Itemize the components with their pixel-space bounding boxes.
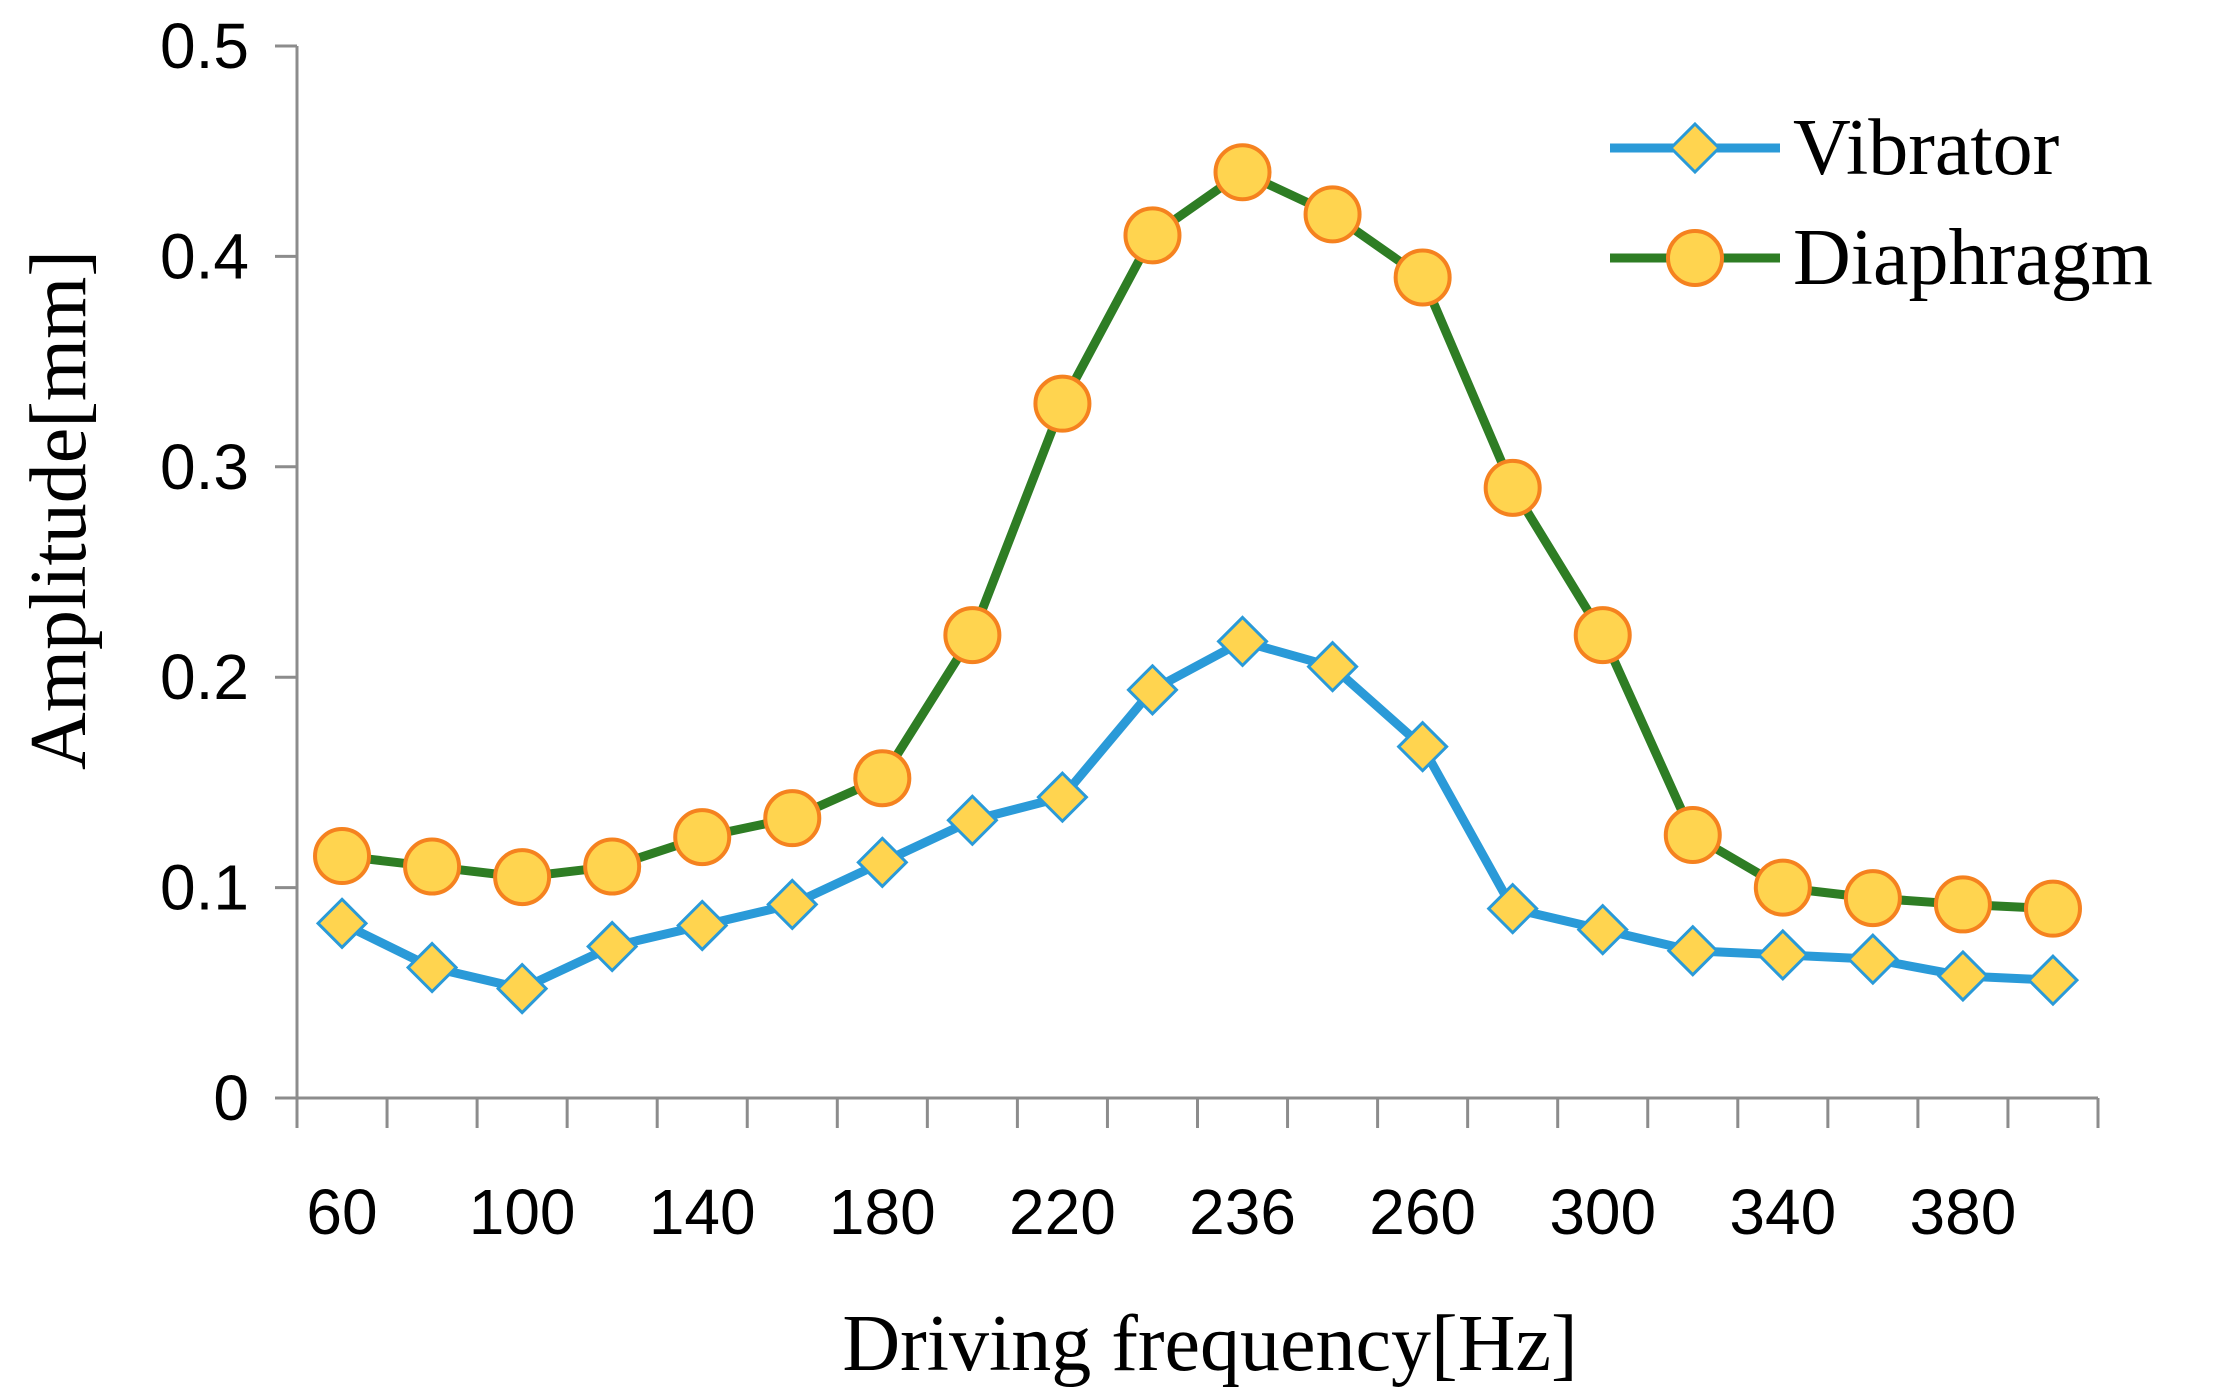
data-point-diaphragm — [1483, 458, 1542, 517]
x-tick-label: 340 — [1729, 1176, 1836, 1248]
data-point-vibrator — [1936, 949, 1990, 1003]
legend-label-diaphragm: Diaphragm — [1793, 214, 2153, 302]
legend-marker-vibrator — [1668, 121, 1722, 175]
data-point-vibrator — [946, 794, 999, 847]
data-point-diaphragm — [1753, 858, 1812, 917]
data-point-vibrator — [1306, 640, 1359, 693]
data-point-vibrator — [315, 897, 369, 950]
data-point-diaphragm — [1393, 248, 1452, 307]
data-point-diaphragm — [313, 827, 372, 886]
data-point-diaphragm — [1933, 875, 1992, 934]
data-point-diaphragm — [853, 749, 912, 808]
axes: 0 0.1 0.2 0.3 0.4 0.5 60 100 140 180 220 236 260 300 3… — [160, 10, 2100, 1248]
data-point-vibrator — [1216, 615, 1269, 668]
data-point-vibrator — [405, 941, 459, 994]
series-vibrator — [315, 615, 2080, 1015]
legend-item-diaphragm: Diaphragm — [1610, 214, 2153, 302]
x-tick-label: 140 — [649, 1176, 756, 1248]
x-tick-label: 60 — [306, 1176, 377, 1248]
data-point-vibrator — [2026, 954, 2080, 1007]
data-point-diaphragm — [493, 848, 552, 907]
legend-marker-diaphragm — [1666, 229, 1724, 287]
legend: Vibrator Diaphragm — [1610, 104, 2153, 302]
data-point-diaphragm — [2023, 879, 2082, 938]
data-point-vibrator — [676, 899, 729, 952]
data-point-diaphragm — [763, 789, 822, 848]
data-point-vibrator — [1126, 663, 1179, 716]
data-point-vibrator — [496, 962, 549, 1015]
x-axis-title: Driving frequency[Hz] — [842, 1300, 1577, 1388]
series-diaphragm — [313, 143, 2082, 938]
y-axis-title: Amplitude[mm] — [15, 250, 103, 770]
x-tick-label: 220 — [1009, 1176, 1116, 1248]
x-tick-label: 236 — [1189, 1176, 1296, 1248]
data-point-diaphragm — [583, 837, 642, 896]
data-point-vibrator — [1846, 933, 1899, 986]
data-point-diaphragm — [403, 837, 462, 896]
data-point-diaphragm — [1843, 869, 1902, 928]
data-point-diaphragm — [1573, 606, 1632, 665]
data-point-vibrator — [1396, 720, 1449, 773]
x-tick-label: 260 — [1369, 1176, 1476, 1248]
y-tick-label: 0 — [213, 1062, 249, 1134]
data-point-diaphragm — [1123, 206, 1182, 265]
series-layer — [313, 143, 2082, 1015]
y-tick-label: 0.4 — [160, 220, 249, 292]
legend-item-vibrator: Vibrator — [1610, 104, 2059, 192]
x-tick-label: 100 — [469, 1176, 576, 1248]
x-tick-label: 380 — [1910, 1176, 2017, 1248]
data-point-vibrator — [586, 920, 639, 973]
x-tick-label: 180 — [829, 1176, 936, 1248]
data-point-vibrator — [1576, 903, 1629, 956]
legend-label-vibrator: Vibrator — [1793, 104, 2059, 192]
y-tick-label: 0.1 — [160, 852, 249, 924]
data-point-diaphragm — [943, 606, 1002, 665]
y-tick-label: 0.5 — [160, 10, 249, 82]
data-point-vibrator — [1666, 924, 1719, 977]
data-point-vibrator — [766, 878, 819, 931]
data-point-vibrator — [856, 836, 909, 889]
data-point-diaphragm — [1663, 806, 1722, 864]
y-tick-label: 0.3 — [160, 431, 249, 503]
data-point-vibrator — [1486, 882, 1539, 935]
data-point-diaphragm — [673, 808, 732, 867]
y-tick-label: 0.2 — [160, 641, 249, 713]
data-point-diaphragm — [1033, 374, 1092, 433]
data-point-vibrator — [1756, 928, 1809, 982]
data-point-diaphragm — [1213, 143, 1272, 202]
x-tick-label: 300 — [1549, 1176, 1656, 1248]
data-point-vibrator — [1036, 771, 1089, 824]
data-point-diaphragm — [1303, 185, 1362, 244]
